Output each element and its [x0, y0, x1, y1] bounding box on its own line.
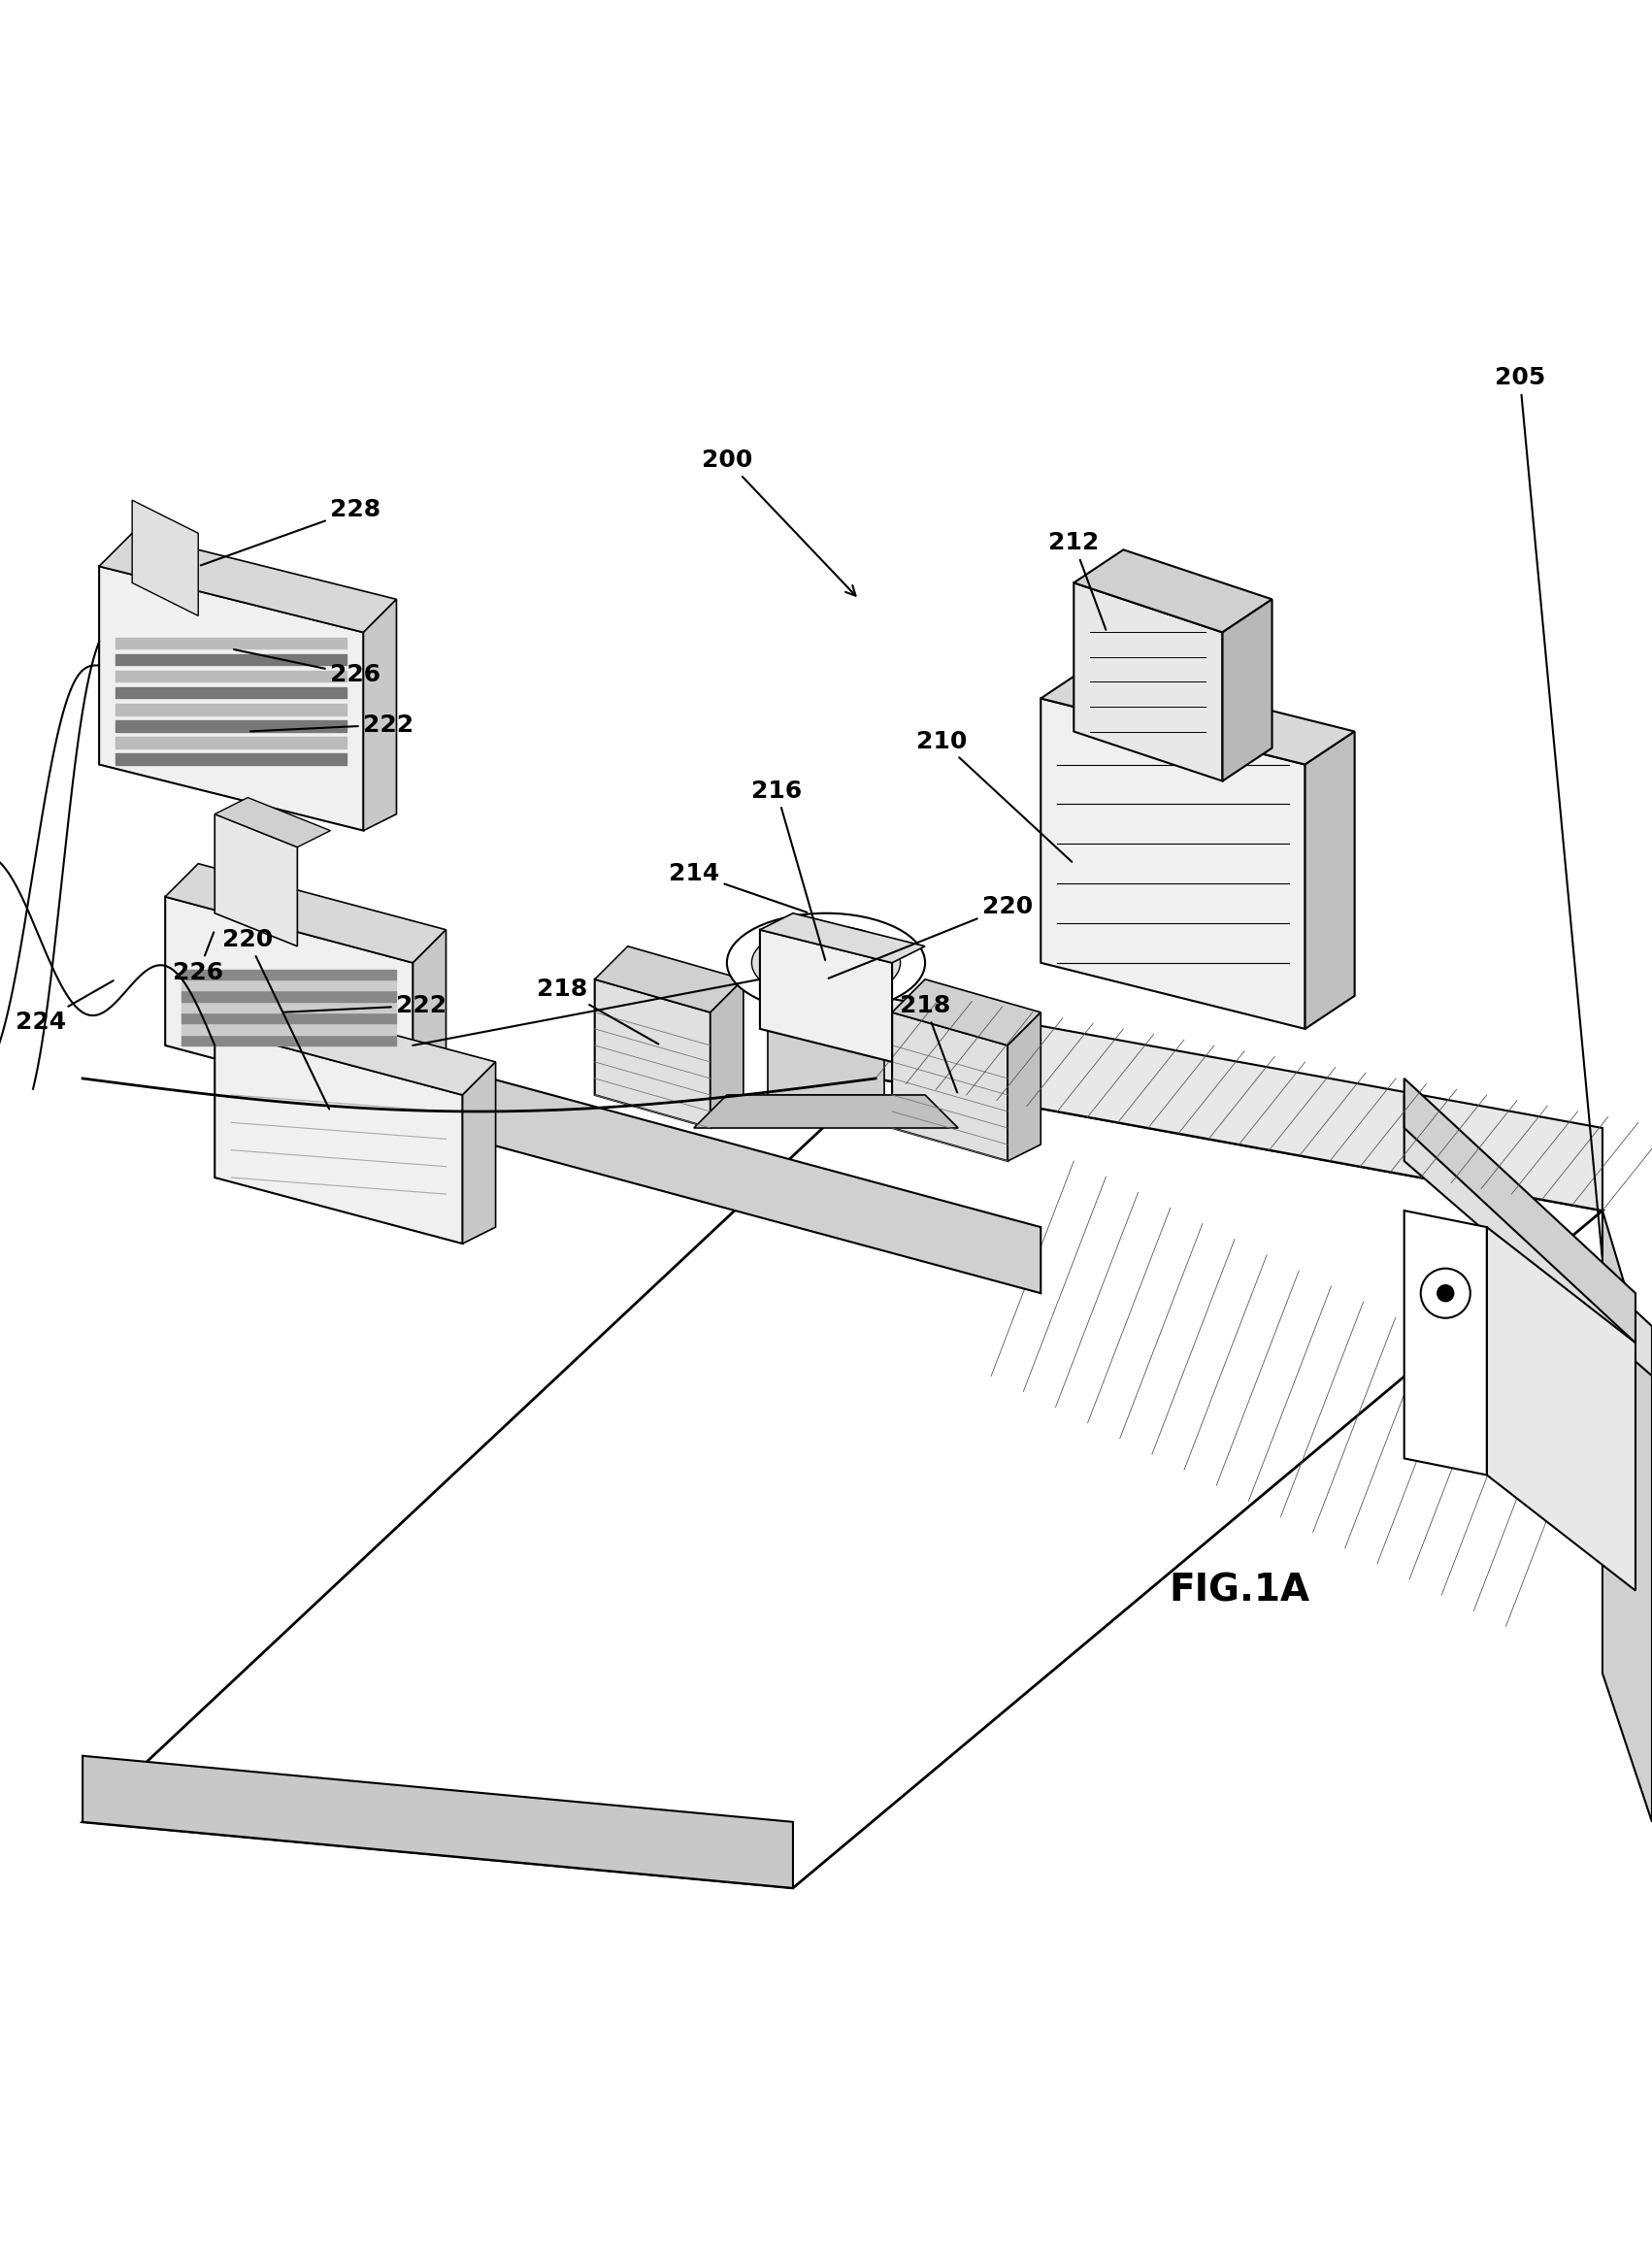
- Polygon shape: [1404, 1211, 1487, 1475]
- Polygon shape: [760, 914, 925, 963]
- Text: 228: 228: [202, 499, 382, 566]
- Text: 220: 220: [223, 927, 329, 1110]
- Polygon shape: [1074, 582, 1222, 781]
- Circle shape: [1437, 1286, 1454, 1302]
- Polygon shape: [132, 501, 198, 616]
- Polygon shape: [99, 566, 363, 830]
- Polygon shape: [1008, 1013, 1041, 1162]
- Polygon shape: [768, 1013, 884, 1094]
- Text: 226: 226: [173, 932, 223, 984]
- Polygon shape: [215, 995, 496, 1094]
- Text: 212: 212: [1049, 530, 1105, 629]
- Text: 224: 224: [15, 981, 114, 1033]
- Polygon shape: [1305, 731, 1355, 1029]
- Polygon shape: [1487, 1227, 1635, 1590]
- Polygon shape: [1074, 550, 1272, 632]
- Polygon shape: [892, 1013, 1008, 1162]
- Polygon shape: [165, 896, 413, 1112]
- Polygon shape: [876, 995, 1602, 1211]
- Polygon shape: [1041, 699, 1305, 1029]
- Text: 226: 226: [235, 650, 382, 686]
- Polygon shape: [99, 532, 396, 632]
- Polygon shape: [215, 799, 330, 846]
- Polygon shape: [1041, 666, 1355, 765]
- Text: 220: 220: [829, 896, 1032, 979]
- Ellipse shape: [752, 925, 900, 999]
- Text: 214: 214: [669, 862, 806, 911]
- Polygon shape: [1602, 1211, 1652, 1823]
- Text: 205: 205: [1495, 365, 1602, 1257]
- Polygon shape: [595, 979, 710, 1128]
- Polygon shape: [363, 600, 396, 830]
- Polygon shape: [215, 1029, 463, 1243]
- Text: 218: 218: [537, 977, 659, 1045]
- Polygon shape: [413, 929, 446, 1112]
- Text: 210: 210: [917, 729, 1072, 862]
- Polygon shape: [83, 1755, 793, 1888]
- Polygon shape: [1404, 1094, 1652, 1376]
- Polygon shape: [215, 814, 297, 945]
- Ellipse shape: [727, 914, 925, 1013]
- Text: 216: 216: [752, 778, 826, 961]
- Text: 222: 222: [284, 995, 448, 1017]
- Polygon shape: [694, 1094, 958, 1128]
- Polygon shape: [760, 929, 892, 1063]
- Polygon shape: [165, 864, 446, 963]
- Polygon shape: [710, 979, 743, 1128]
- Polygon shape: [595, 945, 743, 1013]
- Polygon shape: [83, 1078, 1602, 1888]
- Polygon shape: [1222, 600, 1272, 781]
- Polygon shape: [463, 1063, 496, 1243]
- Polygon shape: [1404, 1078, 1635, 1342]
- Text: 222: 222: [251, 713, 415, 735]
- Text: FIG.1A: FIG.1A: [1168, 1572, 1310, 1609]
- Text: 200: 200: [702, 449, 856, 596]
- Text: 218: 218: [900, 995, 957, 1092]
- Polygon shape: [430, 1063, 1041, 1293]
- Polygon shape: [892, 979, 1041, 1045]
